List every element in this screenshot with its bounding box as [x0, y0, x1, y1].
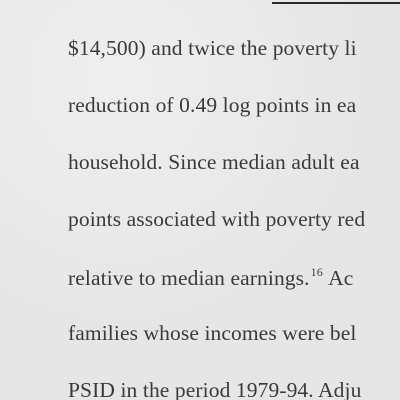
text-line-7: PSID in the period 1979-94. Adju	[68, 378, 362, 400]
text-line-2: reduction of 0.49 log points in ea	[68, 93, 357, 117]
text-line-6: families whose incomes were bel	[68, 321, 357, 345]
text-line-5-tail: Ac	[323, 266, 354, 290]
clipped-top-line	[68, 0, 258, 4]
text-line-1: $14,500) and twice the poverty li	[68, 36, 357, 60]
text-line-5: relative to median earnings.16 Ac	[68, 266, 353, 290]
text-line-3: household. Since median adult ea	[68, 150, 360, 174]
text-line-5-body: relative to median earnings.	[68, 266, 310, 290]
footnote-marker: 16	[310, 265, 323, 279]
text-line-4: points associated with poverty red	[68, 207, 366, 231]
underline-rule	[272, 2, 400, 4]
